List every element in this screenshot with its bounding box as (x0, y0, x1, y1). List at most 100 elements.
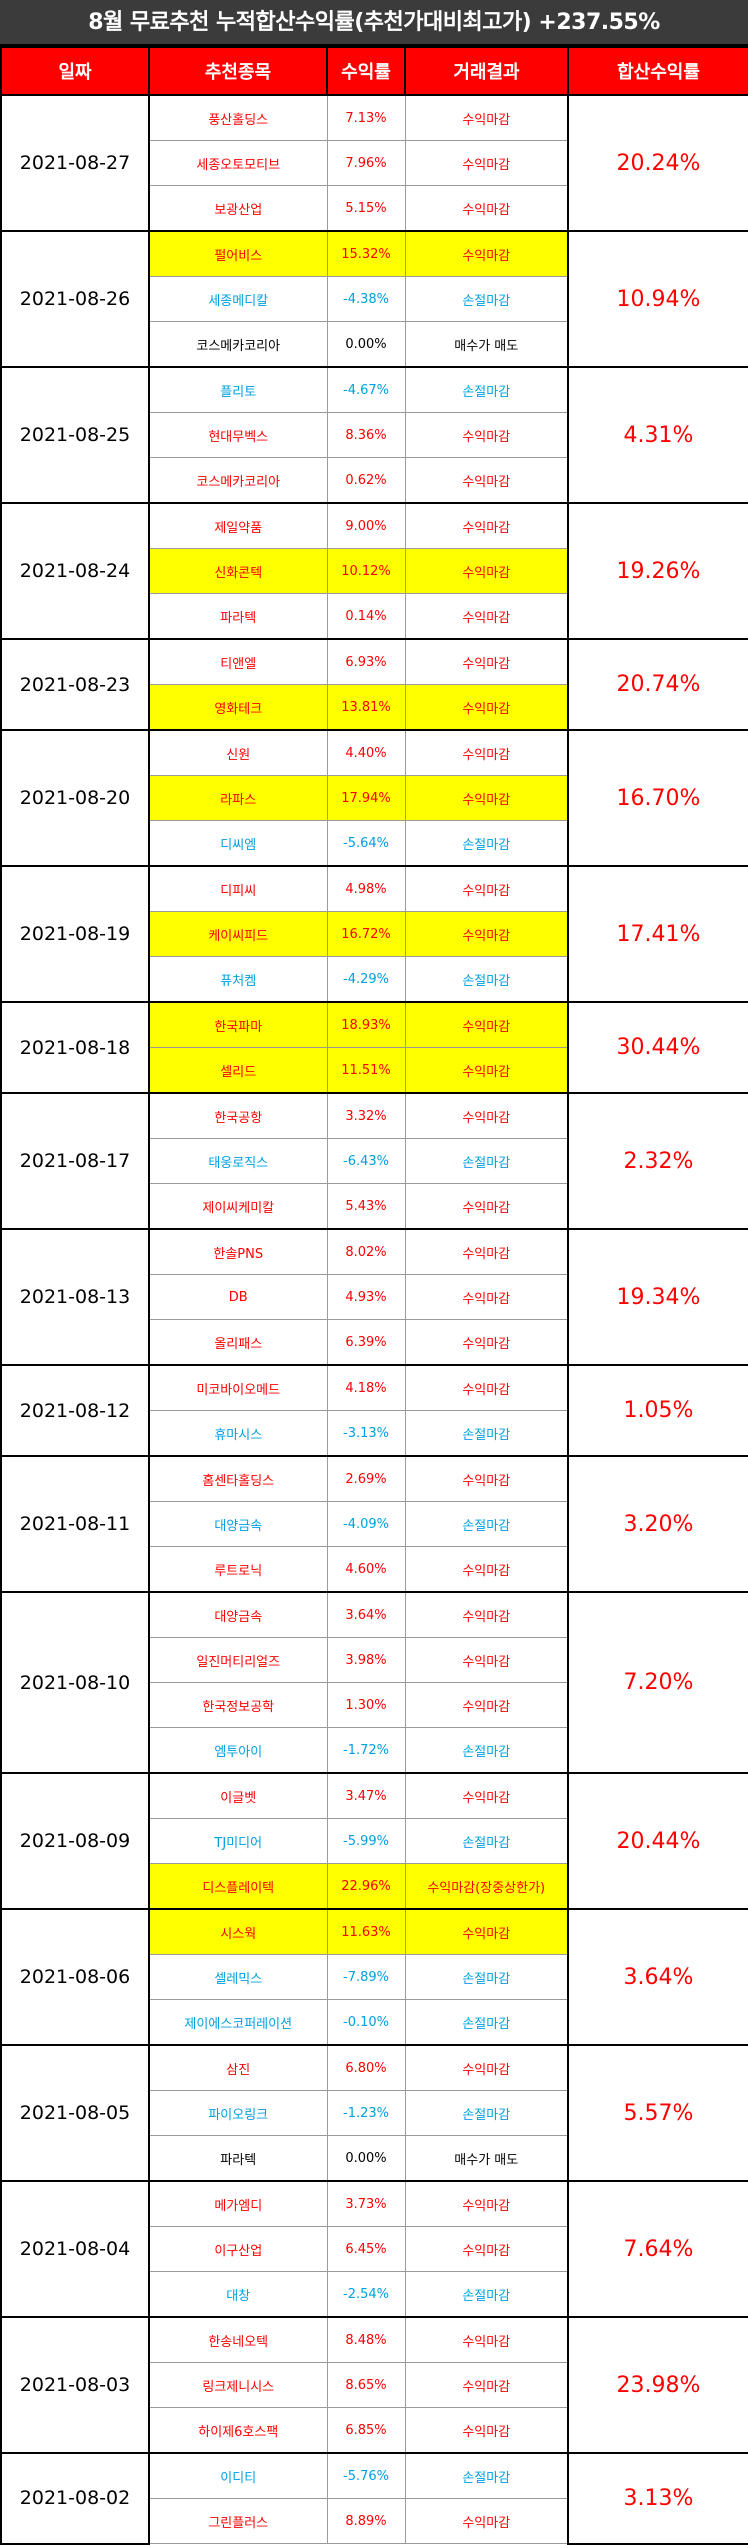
stock-cell: 한국정보공학 (148, 1682, 328, 1728)
stock-cell: 미코바이오메드 (148, 1364, 328, 1411)
stock-cell: 디피씨 (148, 865, 328, 912)
table-row: 2021-08-13 한솔PNS 8.02% 수익마감 19.34% (0, 1228, 748, 1366)
date-cell: 2021-08-13 (0, 1228, 150, 1366)
result-cell: 손절마감 (404, 1818, 569, 1864)
result-cell: 수익마감 (404, 1183, 569, 1230)
return-cell: 3.64% (326, 1591, 406, 1638)
result-cell: 수익마감 (404, 775, 569, 821)
return-cell: 8.02% (326, 1228, 406, 1275)
return-cell: 7.13% (326, 94, 406, 141)
date-cell: 2021-08-06 (0, 1908, 150, 2046)
returns-table: 일짜 추천종목 수익률 거래결과 합산수익률 2021-08-27 풍산홀딩스 7.… (0, 46, 748, 2545)
result-cell: 수익마감 (404, 140, 569, 186)
return-cell: 3.47% (326, 1772, 406, 1819)
sum-cell: 7.64% (567, 2180, 748, 2318)
table-row: 2021-08-25 플리토 -4.67% 손절마감 4.31% (0, 366, 748, 504)
return-cell: 7.96% (326, 140, 406, 186)
result-cell: 수익마감 (404, 1364, 569, 1411)
stock-cell: 일진머티리얼즈 (148, 1637, 328, 1683)
table-row: 케이씨피드 16.72% 수익마감 (1, 911, 748, 957)
stock-cell: TJ미디어 (148, 1818, 328, 1864)
header-return: 수익률 (326, 46, 406, 96)
table-row: 세종메디칼 -4.38% 손절마감 (1, 276, 748, 322)
result-cell: 수익마감 (404, 502, 569, 549)
stock-cell: 한송네오텍 (148, 2316, 328, 2363)
stock-cell: 파라텍 (148, 593, 328, 640)
return-cell: 2.69% (326, 1455, 406, 1502)
date-cell: 2021-08-26 (0, 230, 150, 368)
return-cell: -5.76% (326, 2452, 406, 2499)
table-row: 일진머티리얼즈 3.98% 수익마감 (1, 1637, 748, 1683)
return-cell: 3.73% (326, 2180, 406, 2227)
sheet-title: 8월 무료추천 누적합산수익률(추천가대비최고가) +237.55% (0, 0, 748, 46)
sum-cell: 19.26% (567, 502, 748, 640)
result-cell: 수익마감 (404, 1682, 569, 1728)
return-cell: 8.65% (326, 2362, 406, 2408)
result-cell: 수익마감 (404, 638, 569, 685)
date-cell: 2021-08-02 (0, 2452, 150, 2545)
table-row: 2021-08-11 홈센타홀딩스 2.69% 수익마감 3.20% (0, 1455, 748, 1593)
stock-cell: 삼진 (148, 2044, 328, 2091)
table-row: 태웅로직스 -6.43% 손절마감 (1, 1138, 748, 1184)
table-row: 2021-08-04 메가엠디 3.73% 수익마감 7.64% (0, 2180, 748, 2318)
result-cell: 수익마감 (404, 457, 569, 504)
result-cell: 매수가 매도 (404, 321, 569, 368)
table-row: 대양금속 -4.09% 손절마감 (1, 1501, 748, 1547)
stock-cell: 제이씨케미칼 (148, 1183, 328, 1230)
result-cell: 손절마감 (404, 1727, 569, 1774)
date-cell: 2021-08-19 (0, 865, 150, 1003)
stock-cell: 파라텍 (148, 2135, 328, 2182)
table-body: 2021-08-27 풍산홀딩스 7.13% 수익마감 20.24% 세종오토모티브 7.9… (0, 94, 748, 2545)
return-cell: 17.94% (326, 775, 406, 821)
result-cell: 수익마감 (404, 230, 569, 277)
sum-cell: 10.94% (567, 230, 748, 368)
table-row: 셀레믹스 -7.89% 손절마감 (1, 1954, 748, 2000)
table-row: 2021-08-27 풍산홀딩스 7.13% 수익마감 20.24% (0, 94, 748, 232)
table-row: 링크제니시스 8.65% 수익마감 (1, 2362, 748, 2408)
stock-cell: 퓨처켐 (148, 956, 328, 1003)
return-cell: 0.00% (326, 2135, 406, 2182)
table-row: DB 4.93% 수익마감 (1, 1274, 748, 1320)
return-cell: -4.09% (326, 1501, 406, 1547)
table-row: 2021-08-23 티앤엘 6.93% 수익마감 20.74% (0, 638, 748, 731)
return-cell: 8.89% (326, 2498, 406, 2544)
result-cell: 수익마감 (404, 185, 569, 232)
sum-cell: 4.31% (567, 366, 748, 504)
table-row: 2021-08-10 대양금속 3.64% 수익마감 7.20% (0, 1591, 748, 1774)
date-cell: 2021-08-25 (0, 366, 150, 504)
result-cell: 수익마감 (404, 729, 569, 776)
result-cell: 손절마감 (404, 2090, 569, 2136)
result-cell: 수익마감 (404, 1908, 569, 1955)
date-cell: 2021-08-03 (0, 2316, 150, 2454)
return-cell: 4.40% (326, 729, 406, 776)
return-cell: 18.93% (326, 1001, 406, 1048)
table-row: 영화테크 13.81% 수익마감 (1, 684, 748, 731)
result-cell: 수익마감 (404, 911, 569, 957)
sum-cell: 3.20% (567, 1455, 748, 1593)
result-cell: 손절마감 (404, 2452, 569, 2499)
result-cell: 수익마감 (404, 1637, 569, 1683)
result-cell: 손절마감 (404, 1138, 569, 1184)
table-row: 코스메카코리아 0.00% 매수가 매도 (1, 321, 748, 368)
sum-cell: 30.44% (567, 1001, 748, 1094)
return-cell: 22.96% (326, 1863, 406, 1910)
table-row: 대창 -2.54% 손절마감 (1, 2271, 748, 2318)
stock-cell: 코스메카코리아 (148, 321, 328, 368)
return-cell: 6.93% (326, 638, 406, 685)
stock-cell: 메가엠디 (148, 2180, 328, 2227)
stock-cell: 대양금속 (148, 1591, 328, 1638)
table-row: 셀리드 11.51% 수익마감 (1, 1047, 748, 1094)
stock-cell: 제이에스코퍼레이션 (148, 1999, 328, 2046)
return-cell: 5.15% (326, 185, 406, 232)
result-cell: 수익마감 (404, 2407, 569, 2454)
result-cell: 손절마감 (404, 366, 569, 413)
table-row: 루트로닉 4.60% 수익마감 (1, 1546, 748, 1593)
stock-cell: 코스메카코리아 (148, 457, 328, 504)
stock-cell: 한국공항 (148, 1092, 328, 1139)
sum-cell: 3.13% (567, 2452, 748, 2545)
sum-cell: 7.20% (567, 1591, 748, 1774)
result-cell: 수익마감 (404, 2498, 569, 2544)
result-cell: 수익마감 (404, 2316, 569, 2363)
header-result: 거래결과 (404, 46, 569, 96)
table-row: 디스플레이텍 22.96% 수익마감(장중상한가) (1, 1863, 748, 1910)
